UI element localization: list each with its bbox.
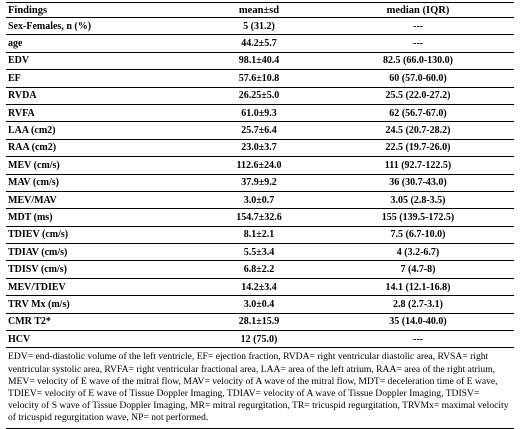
cell-mean-sd: 112.6±24.0 [196, 156, 322, 175]
cell-mean-sd: 5.5±3.4 [196, 243, 322, 262]
cell-mean-sd: 61.0±9.3 [196, 104, 322, 123]
cell-mean-sd: 3.0±0.4 [196, 295, 322, 314]
cell-median-iqr: 111 (92.7-122.5) [322, 156, 514, 175]
cell-finding: MDT (ms) [6, 208, 196, 227]
cell-finding: MEV/TDIEV [6, 278, 196, 297]
cell-finding: TDIAV (cm/s) [6, 243, 196, 262]
cell-finding: RVDA [6, 87, 196, 105]
table-row: LAA (cm2) 25.7±6.4 24.5 (20.7-28.2) [6, 121, 514, 140]
table-row: MDT (ms) 154.7±32.6 155 (139.5-172.5) [6, 208, 514, 227]
cell-finding: EF [6, 69, 196, 88]
table-row: TDIAV (cm/s) 5.5±3.4 4 (3.2-6.7) [6, 243, 514, 262]
cell-finding: HCV [6, 330, 196, 349]
cell-median-iqr: 82.5 (66.0-130.0) [322, 52, 514, 71]
cell-median-iqr: 14.1 (12.1-16.8) [322, 278, 514, 297]
table-row: Sex-Females, n (%) 5 (31.2) --- [6, 17, 514, 36]
cell-mean-sd: 44.2±5.7 [196, 34, 322, 53]
cell-mean-sd: 26.25±5.0 [196, 87, 322, 105]
table-row: TDIEV (cm/s) 8.1±2.1 7.5 (6.7-10.0) [6, 226, 514, 245]
table-row: CMR T2* 28.1±15.9 35 (14.0-40.0) [6, 313, 514, 332]
cell-finding: MEV (cm/s) [6, 156, 196, 175]
cell-finding: RAA (cm2) [6, 139, 196, 158]
cell-median-iqr: --- [322, 34, 514, 53]
cell-finding: RVFA [6, 104, 196, 123]
cell-mean-sd: 5 (31.2) [196, 17, 322, 36]
cell-finding: CMR T2* [6, 313, 196, 332]
cell-mean-sd: 154.7±32.6 [196, 208, 322, 227]
table-row: age 44.2±5.7 --- [6, 34, 514, 53]
cell-finding: TDIEV (cm/s) [6, 226, 196, 245]
cell-finding: MEV/MAV [6, 191, 196, 210]
cell-median-iqr: 155 (139.5-172.5) [322, 208, 514, 227]
cell-finding: TDISV (cm/s) [6, 260, 196, 279]
table-row: TRV Mx (m/s) 3.0±0.4 2.8 (2.7-3.1) [6, 295, 514, 314]
table-row: EDV 98.1±40.4 82.5 (66.0-130.0) [6, 52, 514, 71]
table-row: EF 57.6±10.8 60 (57.0-60.0) [6, 69, 514, 88]
table-row: MEV (cm/s) 112.6±24.0 111 (92.7-122.5) [6, 156, 514, 175]
header-median-iqr: median (IQR) [322, 2, 514, 18]
cell-median-iqr: --- [322, 17, 514, 36]
cell-median-iqr: 4 (3.2-6.7) [322, 243, 514, 262]
table-row: TDISV (cm/s) 6.8±2.2 7 (4.7-8) [6, 260, 514, 279]
cell-mean-sd: 23.0±3.7 [196, 139, 322, 158]
cell-median-iqr: 36 (30.7-43.0) [322, 174, 514, 192]
cell-median-iqr: 3.05 (2.8-3.5) [322, 191, 514, 210]
cell-mean-sd: 8.1±2.1 [196, 226, 322, 245]
cell-median-iqr: 2.8 (2.7-3.1) [322, 295, 514, 314]
cell-mean-sd: 12 (75.0) [196, 330, 322, 349]
cell-finding: TRV Mx (m/s) [6, 295, 196, 314]
header-findings: Findings [6, 2, 196, 18]
cell-finding: LAA (cm2) [6, 121, 196, 140]
findings-table: Findings mean±sd median (IQR) Sex-Female… [6, 2, 514, 349]
cell-mean-sd: 14.2±3.4 [196, 278, 322, 297]
cell-mean-sd: 37.9±9.2 [196, 174, 322, 192]
cell-median-iqr: 25.5 (22.0-27.2) [322, 87, 514, 105]
cell-median-iqr: 22.5 (19.7-26.0) [322, 139, 514, 158]
cell-mean-sd: 98.1±40.4 [196, 52, 322, 71]
cell-finding: Sex-Females, n (%) [6, 17, 196, 36]
cell-mean-sd: 57.6±10.8 [196, 69, 322, 88]
cell-mean-sd: 6.8±2.2 [196, 260, 322, 279]
table-row: MEV/TDIEV 14.2±3.4 14.1 (12.1-16.8) [6, 278, 514, 297]
cell-median-iqr: 35 (14.0-40.0) [322, 313, 514, 332]
table-row: MAV (cm/s) 37.9±9.2 36 (30.7-43.0) [6, 174, 514, 192]
cell-median-iqr: 7.5 (6.7-10.0) [322, 226, 514, 245]
table-row: MEV/MAV 3.0±0.7 3.05 (2.8-3.5) [6, 191, 514, 210]
table-row: RAA (cm2) 23.0±3.7 22.5 (19.7-26.0) [6, 139, 514, 158]
header-mean-sd: mean±sd [196, 2, 322, 18]
findings-table-container: Findings mean±sd median (IQR) Sex-Female… [6, 2, 514, 429]
table-row: RVFA 61.0±9.3 62 (56.7-67.0) [6, 104, 514, 123]
cell-median-iqr: --- [322, 330, 514, 349]
cell-median-iqr: 7 (4.7-8) [322, 260, 514, 279]
table-row: RVDA 26.25±5.0 25.5 (22.0-27.2) [6, 87, 514, 105]
cell-mean-sd: 25.7±6.4 [196, 121, 322, 140]
cell-median-iqr: 24.5 (20.7-28.2) [322, 121, 514, 140]
table-header-row: Findings mean±sd median (IQR) [6, 2, 514, 18]
table-body: Sex-Females, n (%) 5 (31.2) --- age 44.2±5.7… [6, 17, 514, 349]
cell-median-iqr: 62 (56.7-67.0) [322, 104, 514, 123]
cell-finding: age [6, 34, 196, 53]
cell-mean-sd: 28.1±15.9 [196, 313, 322, 332]
cell-median-iqr: 60 (57.0-60.0) [322, 69, 514, 88]
table-row: HCV 12 (75.0) --- [6, 330, 514, 349]
cell-mean-sd: 3.0±0.7 [196, 191, 322, 210]
cell-finding: EDV [6, 52, 196, 71]
cell-finding: MAV (cm/s) [6, 174, 196, 192]
table-footnote: EDV= end-diastolic volume of the left ve… [6, 348, 514, 429]
